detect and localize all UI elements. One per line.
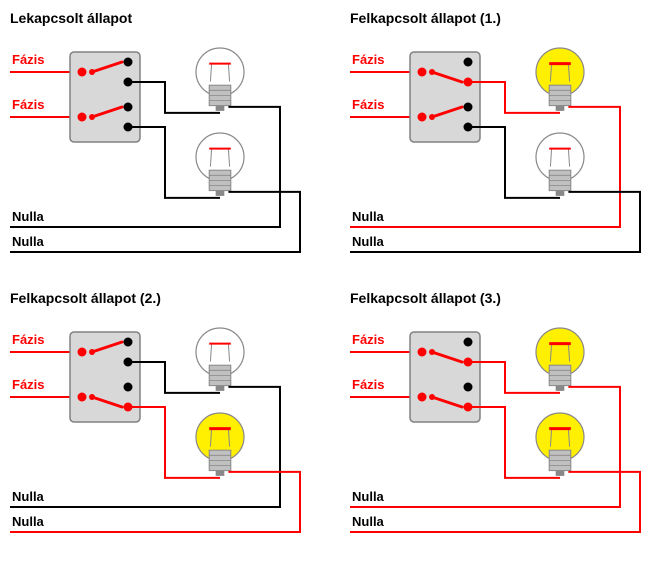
nulla-label-1: Nulla <box>352 209 385 224</box>
nulla-label-2: Nulla <box>12 514 45 529</box>
circuit-diagram: Fázis Fázis Nulla Nulla <box>350 32 650 272</box>
panel-title: Felkapcsolt állapot (1.) <box>350 10 650 26</box>
circuit-panel: Felkapcsolt állapot (1.) Fázis Fázis Nulla… <box>350 10 650 270</box>
nulla-label-2: Nulla <box>12 234 45 249</box>
circuit-diagram: Fázis Fázis Nulla Nulla <box>350 312 650 552</box>
fazis-label-1: Fázis <box>12 52 45 67</box>
nulla-label-2: Nulla <box>352 514 385 529</box>
panel-title: Felkapcsolt állapot (2.) <box>10 290 310 306</box>
circuit-panel: Lekapcsolt állapot Fázis Fázis Nulla Nulla <box>10 10 310 270</box>
fazis-label-2: Fázis <box>12 377 45 392</box>
circuit-diagram: Fázis Fázis Nulla Nulla <box>10 312 310 552</box>
fazis-label-2: Fázis <box>352 97 385 112</box>
nulla-label-1: Nulla <box>12 209 45 224</box>
nulla-label-1: Nulla <box>352 489 385 504</box>
circuit-panel: Felkapcsolt állapot (2.) Fázis Fázis Nulla… <box>10 290 310 550</box>
fazis-label-2: Fázis <box>352 377 385 392</box>
circuit-panel: Felkapcsolt állapot (3.) Fázis Fázis Nulla… <box>350 290 650 550</box>
fazis-label-1: Fázis <box>352 52 385 67</box>
panel-title: Lekapcsolt állapot <box>10 10 310 26</box>
nulla-label-2: Nulla <box>352 234 385 249</box>
panel-title: Felkapcsolt állapot (3.) <box>350 290 650 306</box>
fazis-label-1: Fázis <box>352 332 385 347</box>
fazis-label-1: Fázis <box>12 332 45 347</box>
fazis-label-2: Fázis <box>12 97 45 112</box>
nulla-label-1: Nulla <box>12 489 45 504</box>
circuit-diagram: Fázis Fázis Nulla Nulla <box>10 32 310 272</box>
